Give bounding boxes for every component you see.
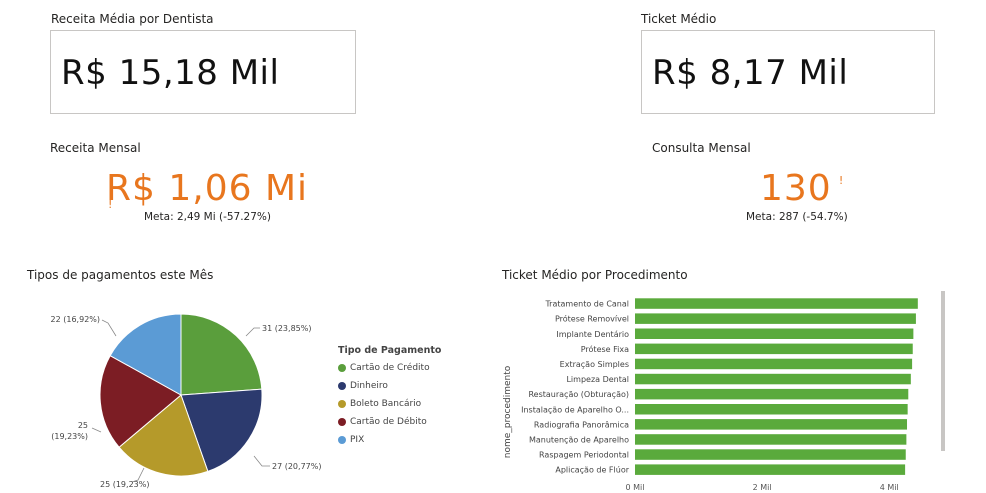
receita-mensal-title: Receita Mensal: [50, 141, 141, 155]
pie-leader-line: [131, 467, 145, 483]
receita-mensal-goal: Meta: 2,49 Mi (-57.27%): [144, 211, 271, 223]
bar-category-label: Aplicação de Flúor: [555, 466, 629, 475]
legend-dot-icon: [338, 364, 346, 372]
bar-category-label: Prótese Removível: [555, 314, 629, 324]
bar-rect[interactable]: [635, 298, 918, 309]
ticket-medio-card: R$ 8,17 Mil: [641, 30, 935, 114]
bar-rect[interactable]: [635, 373, 911, 385]
bar-rect[interactable]: [635, 449, 906, 460]
ticket-medio-value: R$ 8,17 Mil: [652, 53, 849, 93]
bar-category-label: Tratamento de Canal: [544, 300, 629, 309]
consulta-mensal-goal: Meta: 287 (-54.7%): [746, 211, 848, 223]
pie-data-label: 22 (16,92%): [51, 315, 100, 324]
pie-legend-title: Tipo de Pagamento: [338, 345, 442, 356]
pie-legend-item[interactable]: Cartão de Crédito: [338, 359, 441, 377]
consulta-mensal-title: Consulta Mensal: [652, 141, 751, 155]
bar-category-label: Manutenção de Aparelho: [529, 435, 629, 444]
bar-x-tick-label: 0 Mil: [626, 483, 645, 492]
pie-data-label: 27 (20,77%): [272, 462, 321, 471]
bar-category-label: Radiografia Panorâmica: [534, 420, 629, 429]
bar-rect[interactable]: [635, 464, 906, 475]
bar-category-label: Restauração (Obturação): [528, 390, 629, 399]
bar-rect[interactable]: [635, 313, 916, 324]
pie-slice-cart-o-de-d-bito[interactable]: [99, 354, 182, 448]
legend-dot-icon: [338, 400, 346, 408]
pie-legend-item[interactable]: Dinheiro: [338, 377, 441, 395]
bar-y-axis-label: nome_procedimento: [503, 365, 513, 458]
payment-pie-chart: 31 (23,85%) 27 (20,77%) 25 (19,23%) 25 (19,2…: [51, 313, 321, 489]
pie-data-label: (19,23%): [51, 432, 88, 441]
pie-legend: Tipo de Pagamento Cartão de Crédito Dinhe…: [338, 345, 441, 449]
bar-x-tick-label: 2 Mil: [753, 483, 772, 492]
bar-category-label: Raspagem Periodontal: [539, 451, 629, 460]
pie-chart-title: Tipos de pagamentos este Mês: [27, 268, 214, 282]
legend-dot-icon: [338, 436, 346, 444]
bar-chart-title: Ticket Médio por Procedimento: [502, 268, 688, 282]
receita-mensal-kpi: R$ 1,06 Mi !: [106, 168, 309, 228]
bar-rect[interactable]: [635, 404, 908, 415]
bar-x-tick-label: 4 Mil: [880, 483, 899, 492]
pie-legend-item[interactable]: Cartão de Débito: [338, 413, 441, 431]
receita-media-card: R$ 15,18 Mil: [50, 30, 356, 114]
bar-category-label: Extração Simples: [560, 360, 629, 369]
pie-leader-line: [101, 319, 117, 337]
pie-legend-label: Boleto Bancário: [350, 399, 422, 409]
pie-slice-cart-o-de-cr-dito[interactable]: [180, 313, 263, 396]
bar-chart-scrollbar[interactable]: [941, 291, 945, 451]
consulta-mensal-alert-icon: !: [838, 174, 844, 187]
legend-dot-icon: [338, 418, 346, 426]
pie-legend-label: Dinheiro: [350, 381, 388, 391]
consulta-mensal-kpi: 130 !: [760, 168, 860, 209]
procedure-bar-chart: nome_procedimento Tratamento de Canal Pró…: [503, 291, 945, 492]
bar-category-label: Instalação de Aparelho O...: [521, 405, 629, 414]
pie-data-label: 25 (19,23%): [100, 480, 149, 489]
bar-category-label: Limpeza Dental: [566, 375, 629, 384]
pie-legend-label: PIX: [350, 435, 365, 445]
ticket-medio-title: Ticket Médio: [641, 12, 717, 26]
bar-rect[interactable]: [635, 328, 914, 340]
receita-media-value: R$ 15,18 Mil: [61, 53, 280, 93]
pie-slice-pix[interactable]: [109, 313, 182, 396]
pie-legend-label: Cartão de Crédito: [350, 363, 430, 373]
pie-legend-label: Cartão de Débito: [350, 417, 427, 427]
bar-rect[interactable]: [635, 343, 913, 355]
receita-media-title: Receita Média por Dentista: [51, 12, 214, 26]
bar-category-label: Implante Dentário: [556, 330, 629, 339]
legend-dot-icon: [338, 382, 346, 390]
consulta-mensal-value: 130: [760, 168, 832, 209]
pie-leader-line: [253, 455, 270, 467]
bar-rect[interactable]: [635, 388, 909, 400]
bar-rect[interactable]: [635, 358, 913, 370]
pie-data-label: 25: [78, 421, 88, 430]
pie-slice-dinheiro[interactable]: [180, 388, 263, 473]
pie-legend-item[interactable]: Boleto Bancário: [338, 395, 441, 413]
bar-rect[interactable]: [635, 434, 907, 445]
receita-mensal-alert-icon: !: [108, 198, 113, 211]
bar-category-label: Prótese Fixa: [581, 344, 629, 354]
pie-leader-line: [245, 327, 260, 337]
receita-mensal-value: R$ 1,06 Mi: [106, 168, 309, 209]
bar-rect[interactable]: [635, 419, 908, 430]
pie-leader-line: [91, 427, 102, 433]
pie-slice-boleto-banc-rio[interactable]: [118, 394, 209, 477]
pie-legend-item[interactable]: PIX: [338, 431, 441, 449]
pie-data-label: 31 (23,85%): [262, 324, 311, 333]
